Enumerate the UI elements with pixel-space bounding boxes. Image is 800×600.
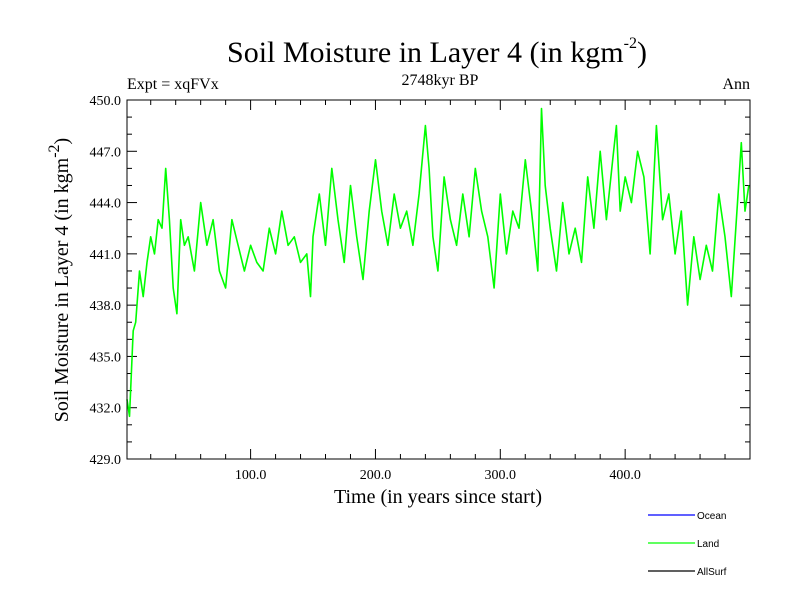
chart-title-close: ) [637, 36, 647, 69]
legend-label-land: Land [697, 539, 719, 550]
y-axis-label-close: ) [51, 138, 73, 145]
subtitle-right: Ann [722, 76, 750, 93]
y-tick-label: 441.0 [90, 248, 122, 263]
x-tick-label: 100.0 [235, 468, 267, 483]
y-tick-label: 450.0 [90, 94, 122, 109]
plot-frame [126, 99, 751, 460]
y-tick-label: 429.0 [90, 453, 122, 468]
y-axis-label-sup: -2 [46, 144, 63, 157]
x-tick-label: 300.0 [485, 468, 517, 483]
x-tick-label: 200.0 [360, 468, 392, 483]
chart-title: Soil Moisture in Layer 4 (in kgm-2) [227, 35, 647, 69]
subtitle-center: 2748kyr BP [402, 72, 479, 89]
legend-label-ocean: Ocean [697, 511, 726, 522]
y-tick-label: 444.0 [90, 197, 122, 212]
chart-title-text: Soil Moisture in Layer 4 (in kgm [227, 36, 624, 69]
legend-label-allsurf: AllSurf [697, 567, 727, 578]
series-group [126, 107, 750, 418]
y-tick-label: 432.0 [90, 402, 122, 417]
legend: Ocean Land AllSurf [648, 511, 727, 578]
series-line-land [126, 107, 750, 418]
y-tick-label: 438.0 [90, 299, 122, 314]
y-axis-label: Soil Moisture in Layer 4 (in kgm-2) [46, 138, 73, 422]
x-tick-label: 400.0 [609, 468, 641, 483]
y-tick-label: 435.0 [90, 350, 122, 365]
axis-ticks [127, 99, 750, 460]
y-axis-label-text: Soil Moisture in Layer 4 (in kgm [51, 157, 73, 422]
chart-title-sup: -2 [624, 35, 637, 52]
axis-tick-labels: 429.0 432.0 435.0 438.0 441.0 444.0 447.0 450.0… [90, 94, 641, 483]
subtitle-left: Expt = xqFVx [127, 76, 219, 93]
x-axis-label: Time (in years since start) [334, 486, 542, 508]
y-tick-label: 447.0 [90, 145, 122, 160]
